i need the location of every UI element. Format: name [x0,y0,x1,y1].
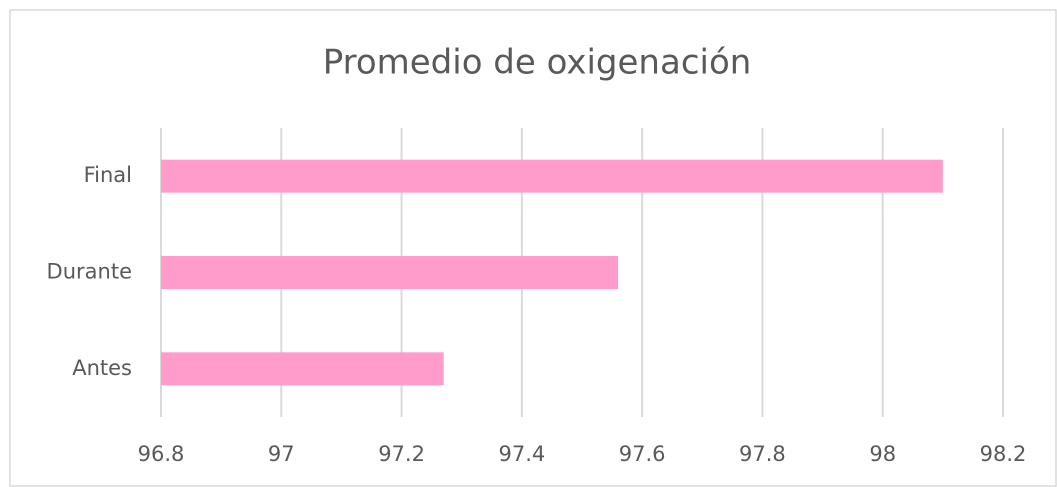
bar [161,159,943,193]
x-tick-label: 96.8 [138,442,185,466]
x-tick-label: 97 [268,442,295,466]
x-tick-label: 98.2 [980,442,1027,466]
y-tick-label: Durante [47,260,132,284]
bar [161,256,619,289]
x-tick-label: 98 [869,442,896,466]
y-tick-label: Final [84,163,132,187]
x-tick-label: 97.6 [619,442,666,466]
x-tick-label: 97.8 [739,442,786,466]
x-tick-label: 97.2 [378,442,425,466]
x-tick-label: 97.4 [498,442,545,466]
chart-title: Promedio de oxigenación [323,43,752,83]
bar [161,352,444,386]
chart-border [9,9,1057,487]
y-tick-label: Antes [72,356,132,380]
